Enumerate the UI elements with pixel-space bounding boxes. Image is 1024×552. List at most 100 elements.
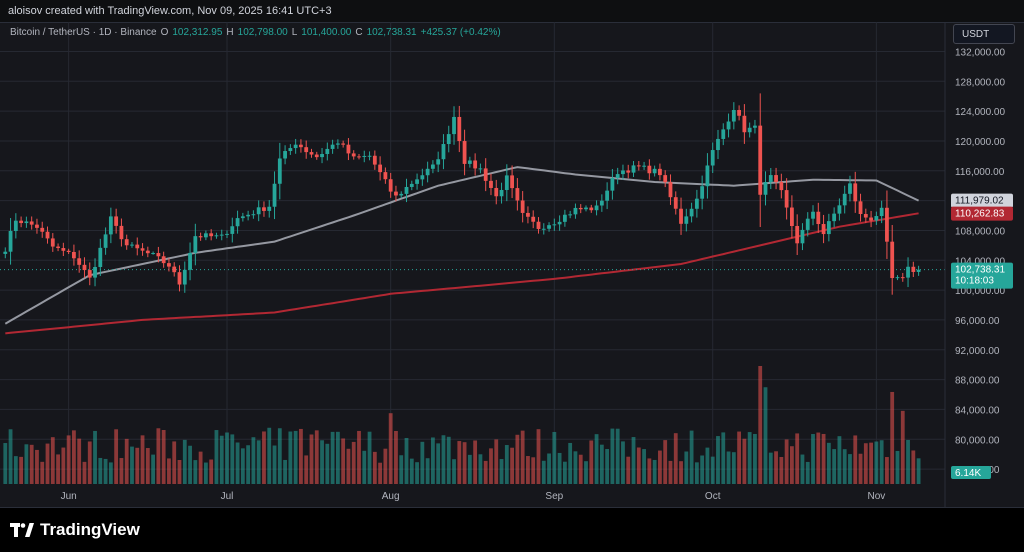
volume-bar bbox=[309, 434, 314, 484]
volume-bar bbox=[114, 429, 119, 484]
volume-bar bbox=[335, 431, 340, 484]
candle-body bbox=[494, 187, 499, 197]
volume-bar bbox=[214, 430, 219, 484]
volume-bar bbox=[246, 445, 251, 484]
candle-body bbox=[573, 207, 578, 215]
volume-bar bbox=[900, 410, 905, 484]
candle-body bbox=[605, 190, 610, 201]
candle-body bbox=[510, 175, 514, 189]
candle-body bbox=[225, 233, 229, 235]
volume-bar bbox=[663, 440, 668, 484]
candle-body bbox=[895, 277, 900, 279]
volume-bar bbox=[504, 445, 509, 484]
candle-body bbox=[636, 165, 641, 167]
candle-body bbox=[203, 233, 208, 238]
candle-body bbox=[863, 214, 868, 218]
candle-body bbox=[3, 251, 8, 254]
volume-bar bbox=[763, 387, 768, 484]
volume-bar bbox=[235, 442, 240, 484]
candle-body bbox=[35, 224, 39, 228]
tradingview-logo[interactable]: TradingView bbox=[10, 520, 140, 540]
candle-body bbox=[267, 206, 272, 211]
volume-bar bbox=[66, 435, 71, 484]
price-chart[interactable]: 132,000.00 128,000.00 124,000.00 120,000.00… bbox=[0, 0, 1024, 508]
candle-body bbox=[747, 127, 752, 133]
currency-button[interactable]: USDT bbox=[953, 24, 1015, 44]
candle-body bbox=[346, 144, 351, 154]
volume-bar bbox=[61, 447, 66, 484]
last-price-badge bbox=[951, 262, 1013, 289]
volume-bar bbox=[135, 447, 140, 484]
candle-body bbox=[547, 225, 551, 229]
candle-body bbox=[753, 125, 757, 128]
volume-bar bbox=[161, 429, 166, 484]
candle-body bbox=[172, 266, 177, 273]
y-tick-label: 92,000.00 bbox=[955, 346, 1000, 357]
volume-bar bbox=[272, 445, 277, 484]
volume-bar bbox=[98, 457, 103, 484]
candle-body bbox=[457, 116, 462, 142]
volume-bar bbox=[77, 438, 82, 484]
volume-bar bbox=[805, 461, 810, 484]
candle-body bbox=[800, 229, 805, 244]
volume-bar bbox=[45, 443, 50, 484]
candle-body bbox=[277, 158, 282, 184]
candle-body bbox=[309, 152, 314, 155]
volume-bar bbox=[636, 447, 641, 484]
y-tick-label: 88,000.00 bbox=[955, 376, 1000, 387]
candle-body bbox=[478, 168, 483, 170]
volume-bar bbox=[916, 458, 921, 484]
volume-bar bbox=[124, 438, 129, 484]
candle-body bbox=[66, 250, 71, 252]
tradingview-icon bbox=[10, 523, 34, 537]
x-tick-label: Sep bbox=[545, 491, 563, 502]
volume-bar bbox=[885, 457, 889, 484]
last-price-badge-text: 102,738.31 bbox=[955, 265, 1005, 276]
volume-bar bbox=[399, 455, 404, 484]
candle-body bbox=[399, 193, 404, 196]
candle-body bbox=[626, 170, 631, 173]
volume-bar bbox=[256, 440, 261, 484]
volume-bar bbox=[510, 447, 514, 484]
volume-bar bbox=[130, 446, 134, 484]
volume-bar bbox=[795, 433, 800, 484]
candle-body bbox=[82, 264, 87, 271]
candle-body bbox=[621, 170, 625, 175]
candle-body bbox=[19, 220, 24, 224]
volume-bar bbox=[647, 458, 652, 484]
volume-bar bbox=[584, 461, 588, 484]
candle-body bbox=[431, 164, 435, 169]
candle-body bbox=[837, 205, 842, 214]
y-tick-label: 108,000.00 bbox=[955, 226, 1005, 237]
volume-bar bbox=[863, 443, 868, 484]
volume-badge-text: 6.14K bbox=[955, 468, 981, 479]
volume-bar bbox=[610, 428, 615, 484]
volume-bar bbox=[520, 430, 525, 484]
candle-body bbox=[557, 221, 562, 225]
candle-body bbox=[182, 269, 187, 285]
volume-bar bbox=[742, 438, 747, 484]
volume-bar bbox=[362, 450, 367, 484]
footer: TradingView bbox=[0, 508, 1024, 552]
volume-bar bbox=[209, 459, 214, 484]
volume-bar bbox=[642, 449, 646, 484]
candle-body bbox=[452, 116, 456, 135]
volume-bar bbox=[784, 439, 789, 484]
candle-body bbox=[219, 234, 224, 236]
ma200-line bbox=[5, 212, 919, 335]
candle-body bbox=[816, 211, 821, 225]
candle-body bbox=[842, 193, 847, 206]
candle-body bbox=[663, 175, 668, 183]
candle-body bbox=[124, 239, 129, 246]
candle-body bbox=[885, 207, 889, 242]
volume-bar bbox=[774, 451, 778, 484]
candle-body bbox=[256, 207, 261, 215]
volume-bar bbox=[3, 443, 8, 484]
candle-body bbox=[916, 269, 921, 272]
candle-body bbox=[652, 168, 657, 174]
candle-body bbox=[188, 252, 192, 270]
volume-bar bbox=[837, 436, 842, 484]
volume-bar bbox=[526, 456, 530, 484]
y-tick-label: 96,000.00 bbox=[955, 316, 1000, 327]
volume-bar bbox=[483, 460, 488, 484]
